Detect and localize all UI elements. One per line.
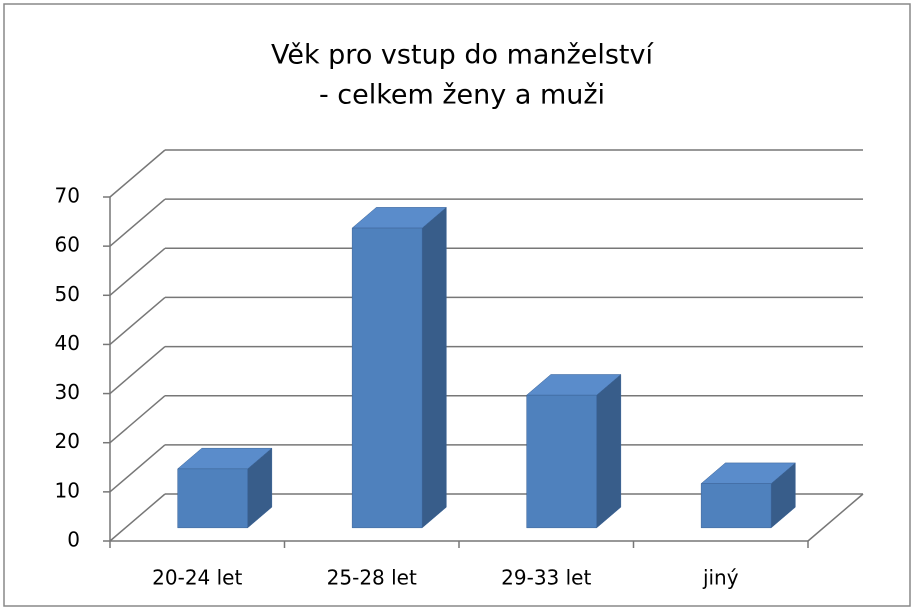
chart-subtitle: - celkem ženy a muži: [319, 80, 605, 111]
y-tick-label: 0: [67, 528, 80, 552]
bar: [177, 468, 248, 529]
y-tick-label: 50: [55, 282, 80, 306]
grid-line: [109, 493, 166, 542]
grid-line: [109, 198, 166, 247]
x-tick-label: 20-24 let: [152, 566, 242, 590]
y-tick-label: 40: [55, 331, 80, 355]
grid-line: [109, 149, 166, 198]
chart-title: Věk pro vstup do manželství: [271, 40, 655, 71]
bar: [700, 483, 772, 529]
bar: [526, 394, 597, 529]
y-tick-label: 10: [55, 478, 80, 502]
grid-line: [109, 346, 166, 395]
x-tick-label: jiný: [702, 566, 739, 590]
grid-line: [109, 444, 166, 493]
y-tick-label: 60: [55, 233, 80, 257]
grid-line: [109, 247, 166, 296]
floor-right: [807, 493, 864, 542]
x-tick-label: 25-28 let: [327, 566, 417, 590]
y-tick-label: 20: [55, 429, 80, 453]
bar-side: [421, 206, 447, 529]
grid-line: [109, 296, 166, 345]
grid-line: [109, 395, 166, 444]
bar: [351, 227, 423, 529]
bar-side: [596, 373, 622, 529]
y-tick-label: 70: [55, 184, 80, 208]
y-tick-label: 30: [55, 380, 80, 404]
x-tick-label: 29-33 let: [501, 566, 591, 590]
